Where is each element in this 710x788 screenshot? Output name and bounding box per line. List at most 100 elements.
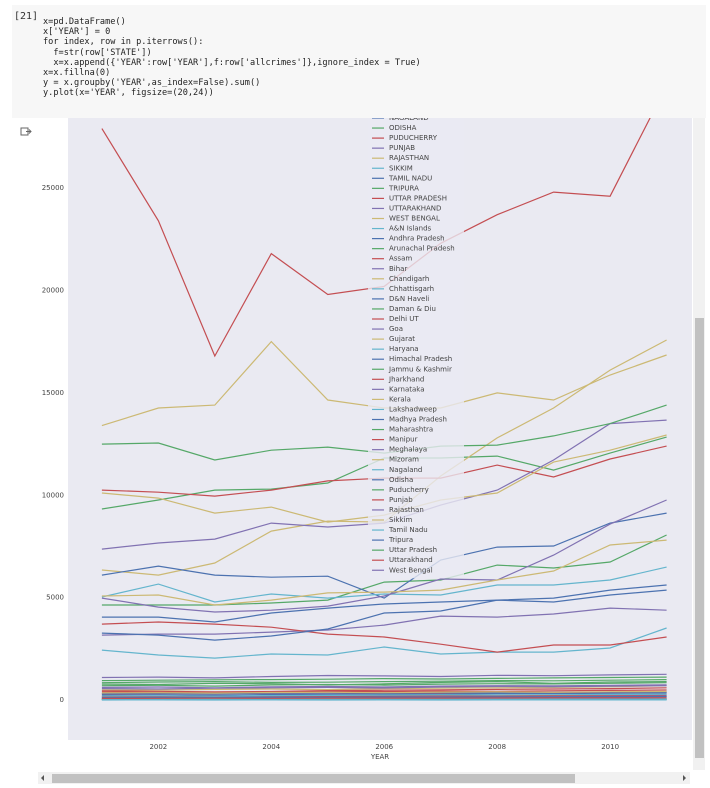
legend-label: PUDUCHERRY xyxy=(389,134,438,142)
series-line xyxy=(101,607,667,636)
legend-label: Rajasthan xyxy=(389,506,424,514)
legend-label: Gujarat xyxy=(389,335,415,343)
legend-label: Manipur xyxy=(389,436,418,444)
series-line xyxy=(101,695,667,699)
series-line xyxy=(101,673,667,679)
legend-label: Tripura xyxy=(388,536,413,544)
series-line xyxy=(101,679,667,684)
series-line xyxy=(101,690,667,694)
legend-label: Andhra Pradesh xyxy=(389,235,445,243)
cell-prompt: [21] xyxy=(14,11,39,22)
code-line: x=x.append({'YEAR':row['YEAR'],f:row['al… xyxy=(43,57,421,68)
x-axis-label: YEAR xyxy=(370,753,389,761)
legend-label: Karnataka xyxy=(389,385,425,393)
legend-label: Haryana xyxy=(389,345,419,353)
legend-label: Chhattisgarh xyxy=(389,285,434,293)
legend-label: Meghalaya xyxy=(389,446,427,454)
legend-label: RAJASTHAN xyxy=(389,154,429,162)
legend-label: Odisha xyxy=(389,476,413,484)
legend-label: PUNJAB xyxy=(389,144,415,152)
legend-label: Punjab xyxy=(389,496,413,504)
legend-label: TRIPURA xyxy=(388,184,419,192)
series-line xyxy=(101,685,667,690)
legend: NAGALAND ODISHA PUDUCHERRY PUNJAB RAJASTHAN S… xyxy=(368,114,464,579)
code-line: f=str(row['STATE']) xyxy=(43,47,152,58)
series-line xyxy=(101,584,667,641)
series-line xyxy=(101,682,667,687)
code-line: y = x.groupby('YEAR',as_index=False).sum… xyxy=(43,78,261,89)
legend-label: Lakshadweep xyxy=(389,405,437,413)
series-line xyxy=(101,512,667,599)
legend-label: Delhi UT xyxy=(389,315,419,323)
legend-label: Puducherry xyxy=(389,486,429,494)
legend-label: Bihar xyxy=(389,265,407,273)
legend-label: Madhya Pradesh xyxy=(389,416,447,424)
legend-label: Uttarakhand xyxy=(389,556,433,564)
legend-label: NAGALAND xyxy=(389,114,429,122)
legend-label: Chandigarh xyxy=(389,275,429,283)
legend-label: UTTAR PRADESH xyxy=(389,194,447,202)
legend-label: Nagaland xyxy=(389,466,422,474)
code-line: x=pd.DataFrame() xyxy=(43,17,126,27)
code-line: for index, row in p.iterrows(): xyxy=(43,37,204,48)
legend-label: ODISHA xyxy=(389,124,417,132)
series-line xyxy=(101,693,667,697)
x-tick-label: 2004 xyxy=(262,743,280,751)
series-line xyxy=(101,676,667,682)
series-line xyxy=(101,692,667,696)
output-icon[interactable] xyxy=(20,127,32,136)
legend-label: Uttar Pradesh xyxy=(389,546,437,554)
x-tick-label: 2008 xyxy=(488,743,506,751)
legend-label: Sikkim xyxy=(389,516,412,524)
series-line xyxy=(101,621,667,653)
legend-label: A&N Islands xyxy=(389,225,432,233)
legend-label: Kerala xyxy=(389,395,411,403)
legend-label: UTTARAKHAND xyxy=(389,204,441,212)
x-tick-label: 2002 xyxy=(149,743,167,751)
legend-label: D&N Haveli xyxy=(389,295,429,303)
y-tick-label: 10000 xyxy=(42,491,64,499)
y-tick-label: 15000 xyxy=(42,389,64,397)
legend-label: Arunachal Pradesh xyxy=(389,245,455,253)
code-line: x['YEAR'] = 0 xyxy=(43,27,111,38)
legend-label: Jharkhand xyxy=(388,375,424,383)
legend-label: SIKKIM xyxy=(389,164,413,172)
legend-label: Mizoram xyxy=(389,456,419,464)
code: x=pd.DataFrame() x['YEAR'] = 0 for index, … xyxy=(43,17,421,99)
y-tick-label: 0 xyxy=(60,696,64,704)
code-line: y.plot(x='YEAR', figsize=(20,24)) xyxy=(43,88,214,99)
y-tick-label: 5000 xyxy=(46,594,64,602)
y-tick-label: 25000 xyxy=(42,184,64,192)
x-tick-label: 2006 xyxy=(375,743,393,751)
legend-label: Tamil Nadu xyxy=(388,526,428,534)
axes: 0 5000 10000 15000 20000 25000 2002 2004 2006 200… xyxy=(42,184,619,761)
series-line xyxy=(101,687,667,693)
lines xyxy=(101,118,667,701)
v-scroll-thumb[interactable] xyxy=(695,318,704,758)
legend-label: Jammu & Kashmir xyxy=(388,365,452,373)
series-line xyxy=(101,539,667,606)
y-tick-label: 20000 xyxy=(42,286,64,294)
legend-label: Himachal Pradesh xyxy=(389,355,452,363)
series-line xyxy=(101,627,667,659)
legend-label: TAMIL NADU xyxy=(388,174,432,182)
h-scroll-thumb[interactable] xyxy=(52,774,575,783)
legend-label: Daman & Diu xyxy=(389,305,436,313)
series-line xyxy=(101,499,667,613)
series-line xyxy=(101,684,667,689)
legend-label: Maharashtra xyxy=(389,426,433,434)
series-line xyxy=(101,680,667,686)
legend-label: Assam xyxy=(389,255,412,263)
legend-label: Goa xyxy=(389,325,403,333)
legend-label: West Bengal xyxy=(389,566,433,574)
series-line xyxy=(101,566,667,603)
legend-label: WEST BENGAL xyxy=(389,215,440,223)
code-cell[interactable]: [21] x=pd.DataFrame() x['YEAR'] = 0 for in… xyxy=(12,5,706,118)
legend-box xyxy=(368,118,464,579)
series-line xyxy=(101,697,667,699)
series-line xyxy=(101,534,667,606)
series-line xyxy=(101,589,667,623)
code-line: x=x.fillna(0) xyxy=(43,68,111,79)
